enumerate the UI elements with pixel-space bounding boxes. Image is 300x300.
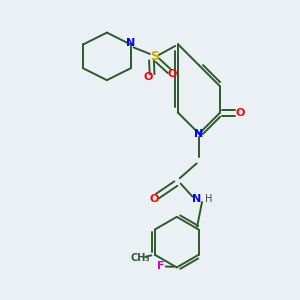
Text: O: O [236,108,245,118]
Text: H: H [205,194,212,204]
Text: CH₃: CH₃ [130,253,150,263]
Text: N: N [126,38,135,48]
Text: F: F [157,261,164,271]
Text: N: N [192,194,201,204]
Text: S: S [150,50,159,63]
Text: O: O [150,194,159,204]
Text: N: N [194,129,204,139]
Text: O: O [144,72,153,82]
Text: O: O [168,69,177,79]
